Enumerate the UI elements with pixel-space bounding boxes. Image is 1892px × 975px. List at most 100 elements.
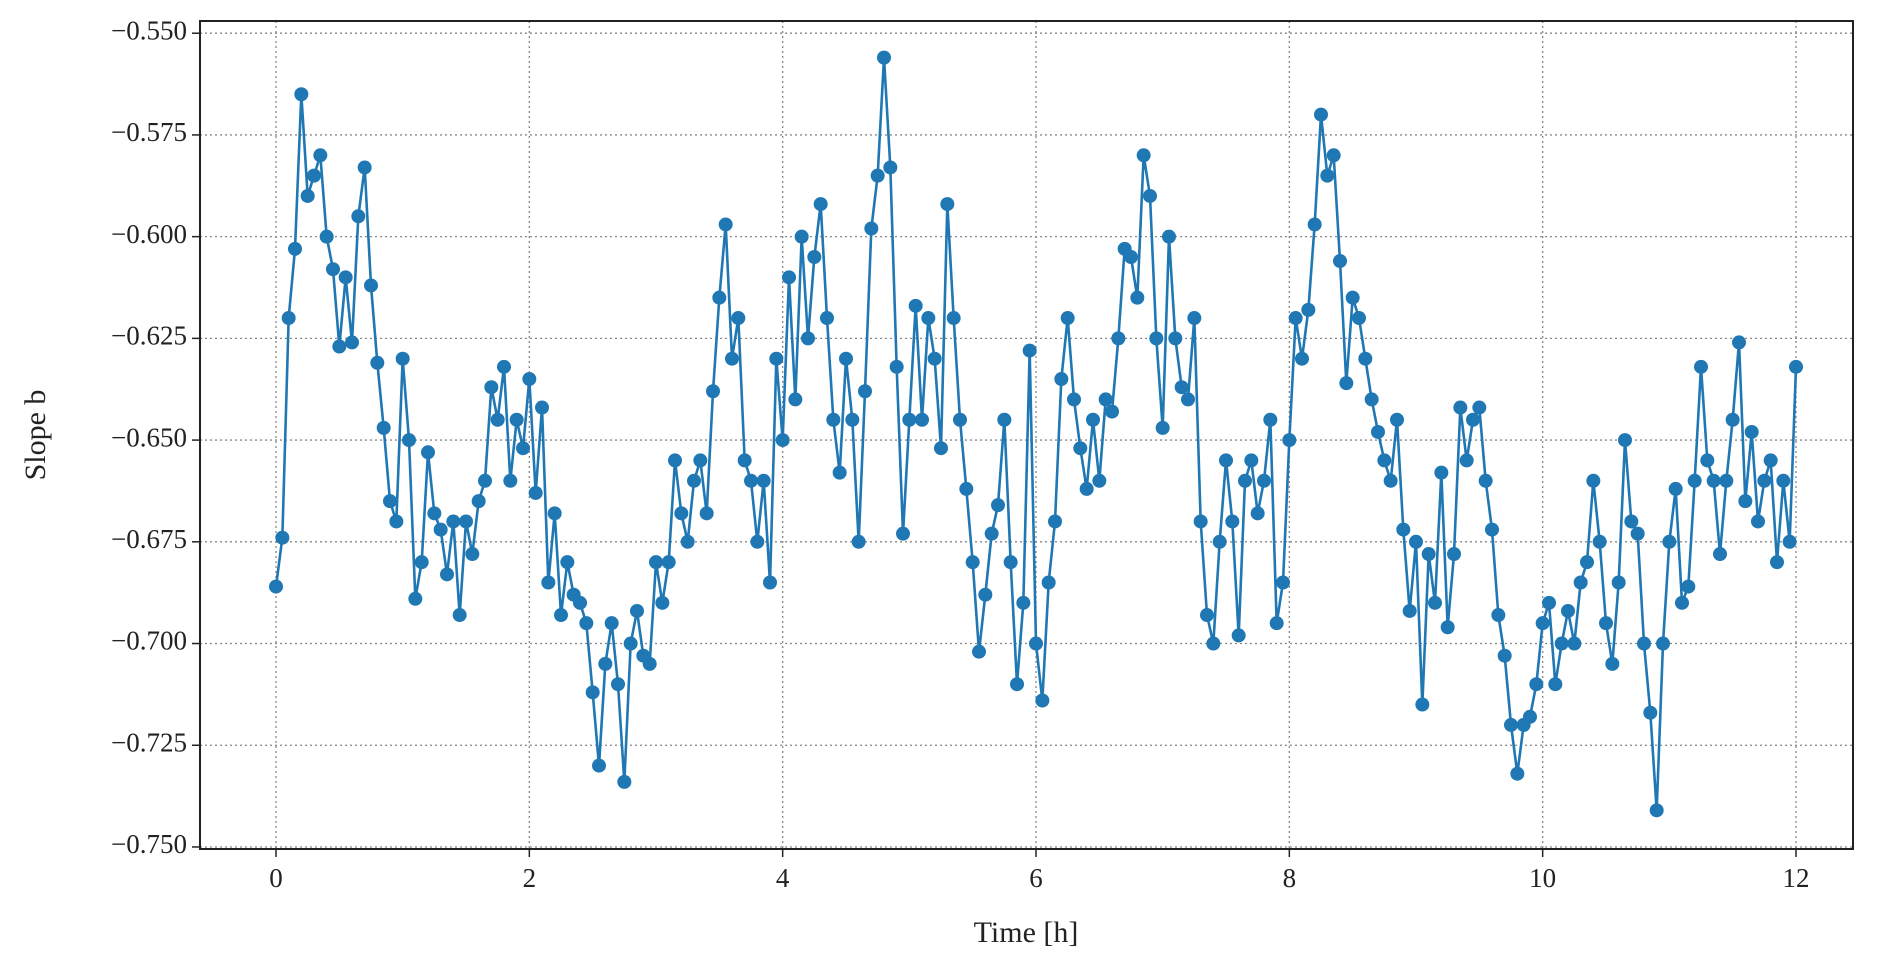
data-point [978,587,993,602]
data-point [1345,290,1360,305]
data-point [269,579,283,594]
data-point [851,534,866,549]
data-point [1257,473,1271,488]
data-point [1250,506,1265,521]
x-axis-label: Time [h] [974,916,1079,949]
data-point [1649,803,1664,818]
data-point [946,311,961,326]
data-point [1377,453,1392,468]
data-point [1497,648,1512,663]
data-point [864,221,879,236]
data-point [1656,636,1670,651]
data-point [1428,595,1442,610]
y-tick-label: −0.550 [111,15,187,45]
data-point [1288,311,1303,326]
data-point [889,359,904,374]
data-point [674,506,689,521]
data-point [870,168,885,183]
data-point [1200,608,1214,623]
data-point [883,160,898,175]
data-point [858,384,872,399]
data-point [1263,412,1278,427]
data-point [1143,188,1157,203]
data-point [281,311,296,326]
data-point [433,522,448,537]
data-point [1168,331,1183,346]
data-point [478,473,492,488]
data-point [516,441,530,456]
data-point [1611,575,1626,590]
data-point [1415,697,1430,712]
data-point [921,311,936,326]
data-point [1396,522,1411,537]
data-point [649,555,663,570]
data-point [307,168,321,183]
data-point [1491,608,1506,623]
data-point [801,331,815,346]
data-point [402,433,416,448]
x-tick-label: 4 [776,863,790,893]
data-point [826,412,841,427]
data-point [807,249,822,264]
data-point [585,685,600,700]
data-point [1181,392,1195,407]
data-point [275,530,290,545]
data-point [1212,534,1227,549]
data-point [1333,254,1347,269]
data-point [1618,433,1632,448]
data-point [1149,331,1164,346]
data-point [712,290,727,305]
data-point [1466,412,1480,427]
y-tick-label: −0.575 [111,117,187,147]
x-tick-label: 0 [269,863,283,893]
data-point [1206,636,1221,651]
data-point [718,217,733,232]
data-point [1624,514,1639,529]
data-point [699,506,714,521]
data-point [1751,514,1765,529]
data-point [661,555,676,570]
data-point [573,595,587,610]
y-tick-label: −0.650 [111,422,187,452]
data-point [294,87,309,102]
data-point [972,644,986,659]
data-point [997,412,1012,427]
data-point [1307,217,1322,232]
y-tick-label: −0.700 [111,626,187,656]
y-tick-label: −0.750 [111,829,187,859]
data-point [617,774,632,789]
data-point [1364,392,1379,407]
data-point [668,453,682,468]
data-point [1453,400,1468,415]
data-point [459,514,473,529]
plot-frame [199,20,1854,850]
data-point [1219,453,1233,468]
data-point [288,241,302,256]
data-point [522,372,537,387]
data-point [927,351,942,366]
data-point [560,555,575,570]
data-point [750,534,765,549]
data-point [687,473,701,488]
data-point [389,514,404,529]
data-point [1478,473,1493,488]
data-point [693,453,708,468]
data-point [820,311,834,326]
data-point [1440,620,1455,635]
data-point [1504,717,1518,732]
data-point [763,575,777,590]
data-point [1073,441,1088,456]
data-point [1586,473,1601,488]
data-point [1276,575,1290,590]
data-point [1694,359,1708,374]
data-point [1187,311,1202,326]
data-point [1592,534,1607,549]
data-point [1782,534,1797,549]
data-point [1314,107,1328,122]
data-point [1029,636,1043,651]
data-point [775,433,790,448]
data-point [1022,343,1037,358]
data-point [845,412,860,427]
data-point [1282,433,1297,448]
data-point [1225,514,1240,529]
